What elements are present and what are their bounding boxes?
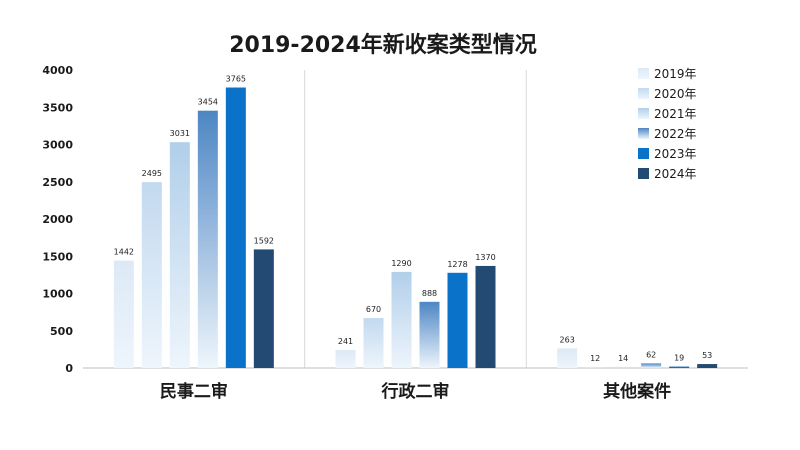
bar <box>585 367 606 368</box>
data-label: 1278 <box>447 260 467 269</box>
data-label: 1442 <box>114 248 134 257</box>
legend-swatch <box>638 108 649 119</box>
bar <box>669 366 690 368</box>
category-label: 行政二审 <box>381 381 450 402</box>
chart-title: 2019-2024年新收案类型情况 <box>229 32 537 58</box>
legend-swatch <box>638 168 649 179</box>
y-tick-label: 3000 <box>42 139 73 152</box>
bar <box>613 366 634 368</box>
legend-label: 2019年 <box>654 67 697 81</box>
y-tick-label: 0 <box>65 362 73 375</box>
data-label: 1370 <box>475 253 495 262</box>
legend-swatch <box>638 68 649 79</box>
bar <box>641 363 662 368</box>
data-label: 53 <box>702 351 712 360</box>
bar <box>419 301 440 368</box>
legend-label: 2023年 <box>654 147 697 161</box>
data-label: 670 <box>366 305 381 314</box>
data-label: 1290 <box>391 259 411 268</box>
category-label: 其他案件 <box>603 381 671 402</box>
data-label: 12 <box>590 354 600 363</box>
data-label: 1592 <box>254 236 274 245</box>
bar <box>697 364 718 368</box>
y-tick-label: 3500 <box>42 101 73 114</box>
data-label: 241 <box>338 337 353 346</box>
y-tick-label: 2000 <box>42 213 73 226</box>
data-label: 263 <box>560 335 575 344</box>
bar <box>141 182 162 368</box>
legend-label: 2020年 <box>654 87 697 101</box>
bar <box>253 249 274 368</box>
y-tick-label: 1500 <box>42 250 73 263</box>
data-label: 3765 <box>226 75 246 84</box>
data-label: 62 <box>646 350 656 359</box>
bar <box>447 272 468 368</box>
legend-swatch <box>638 128 649 139</box>
bar <box>391 271 412 368</box>
data-label: 3031 <box>170 129 190 138</box>
bar <box>363 318 384 368</box>
bar <box>335 350 356 368</box>
bar <box>475 265 496 368</box>
data-label: 888 <box>422 289 437 298</box>
category-label: 民事二审 <box>160 381 228 402</box>
y-tick-label: 500 <box>50 325 73 338</box>
legend-swatch <box>638 88 649 99</box>
bar <box>113 260 134 368</box>
legend-label: 2021年 <box>654 107 697 121</box>
legend-label: 2022年 <box>654 127 697 141</box>
data-label: 3454 <box>198 98 218 107</box>
legend-swatch <box>638 148 649 159</box>
y-tick-label: 1000 <box>42 288 73 301</box>
legend-label: 2024年 <box>654 167 697 181</box>
y-tick-label: 2500 <box>42 176 73 189</box>
bar <box>197 110 218 368</box>
bar <box>557 348 578 368</box>
y-tick-label: 4000 <box>42 64 73 77</box>
data-label: 2495 <box>142 169 162 178</box>
data-label: 14 <box>618 354 628 363</box>
data-label: 19 <box>674 354 684 363</box>
bar <box>169 142 190 368</box>
bar <box>225 87 246 368</box>
